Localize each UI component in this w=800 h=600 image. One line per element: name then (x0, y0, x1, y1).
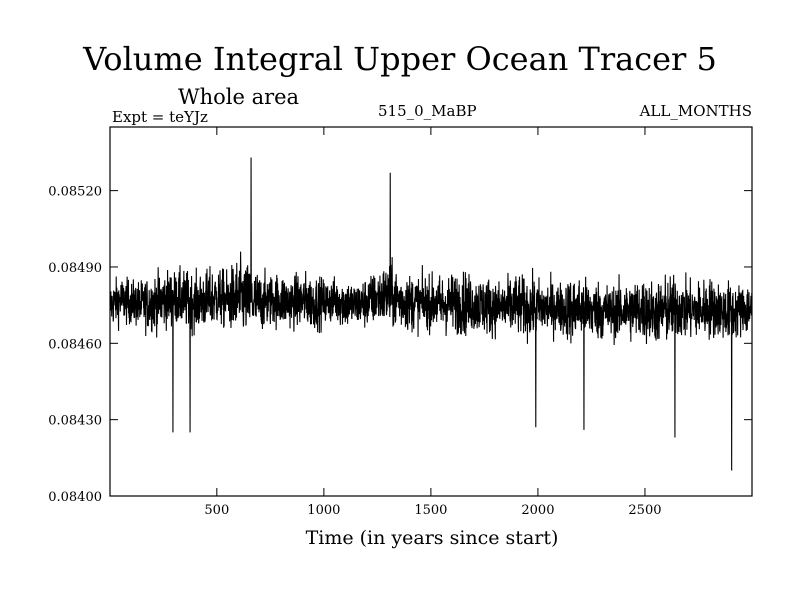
series-group (109, 157, 753, 471)
y-tick-label: 0.08400 (48, 490, 102, 505)
x-axis-label: Time (in years since start) (305, 527, 559, 549)
y-tick-label: 0.08430 (48, 414, 102, 429)
axis-ticks: 500 1000 1500 2000 2500 0.08400 0.08430 0.08460… (48, 127, 752, 518)
x-tick-label: 500 (204, 503, 229, 518)
y-tick-label: 0.08490 (48, 261, 102, 276)
plot-frame (109, 126, 753, 497)
period-label: 515_0_MaBP (378, 102, 477, 120)
months-label: ALL_MONTHS (639, 102, 752, 120)
series-line (109, 157, 753, 471)
chart-title: Volume Integral Upper Ocean Tracer 5 (83, 40, 717, 78)
chart-subtitle: Whole area (178, 85, 300, 109)
x-tick-label: 2000 (521, 503, 554, 518)
experiment-label: Expt = teYJz (112, 108, 208, 126)
y-tick-label: 0.08460 (48, 337, 102, 352)
x-tick-label: 2500 (628, 503, 661, 518)
y-tick-label: 0.08520 (48, 185, 102, 200)
x-tick-label: 1000 (307, 503, 340, 518)
x-tick-label: 1500 (414, 503, 447, 518)
